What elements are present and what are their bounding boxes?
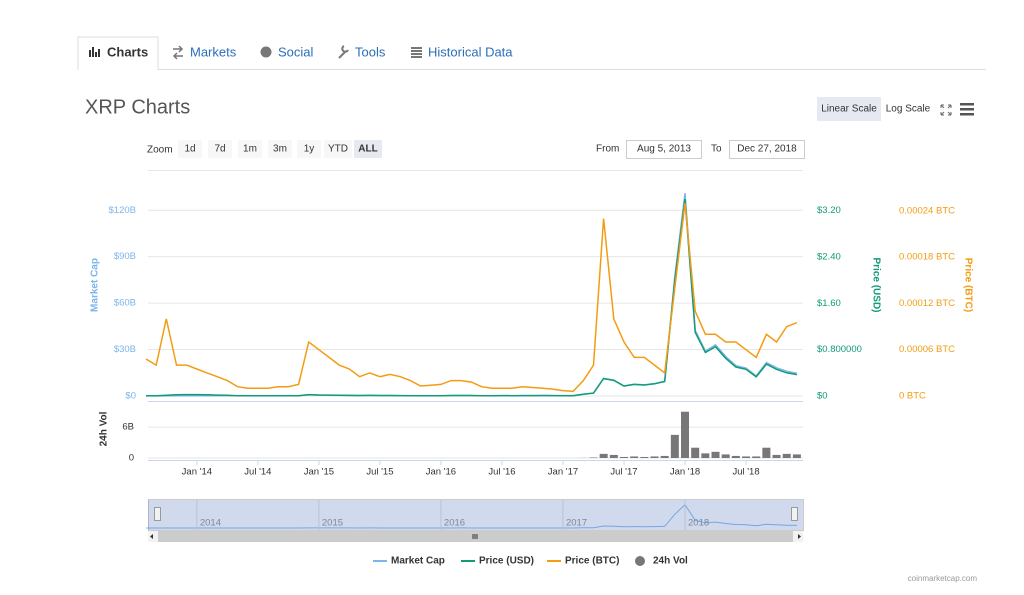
y3-tick-label: 0 BTC bbox=[899, 391, 926, 402]
y2-tick-label: $1.60 bbox=[817, 298, 841, 309]
zoom-button[interactable]: 3m bbox=[273, 144, 287, 155]
legend-label[interactable]: Price (USD) bbox=[479, 556, 534, 567]
y-tick-label: $90B bbox=[114, 251, 136, 262]
legend-symbol bbox=[635, 556, 645, 566]
legend-label[interactable]: Market Cap bbox=[391, 556, 445, 567]
markets-icon bbox=[173, 46, 183, 59]
tab[interactable]: Social bbox=[278, 44, 314, 59]
y3-tick-label: 0.00012 BTC bbox=[899, 298, 955, 309]
y-axis-title: Market Cap bbox=[90, 258, 101, 312]
y-tick-label: $120B bbox=[109, 205, 136, 216]
vol-axis-title: 24h Vol bbox=[99, 411, 110, 446]
volume-bar bbox=[783, 454, 791, 458]
volume-bar bbox=[620, 457, 628, 458]
volume-bar bbox=[681, 412, 689, 458]
page-title: XRP Charts bbox=[85, 96, 190, 118]
tab[interactable]: Markets bbox=[190, 44, 237, 59]
zoom-button[interactable]: 1m bbox=[243, 144, 257, 155]
volume-bar bbox=[752, 456, 760, 458]
volume-bar bbox=[610, 455, 618, 458]
y2-tick-label: $2.40 bbox=[817, 251, 841, 262]
credit: coinmarketcap.com bbox=[908, 574, 978, 583]
x-tick-label: Jul '16 bbox=[488, 467, 515, 478]
to-date: Dec 27, 2018 bbox=[737, 144, 797, 155]
price-line bbox=[146, 199, 797, 396]
y2-tick-label: $3.20 bbox=[817, 205, 841, 216]
volume-bar bbox=[712, 452, 720, 458]
price-chart: $0 $30B $60B $90B $120B Market Cap $0 $0.800000… bbox=[90, 193, 974, 477]
tools-icon bbox=[339, 46, 348, 58]
legend: Market Cap Price (USD) Price (BTC) 24h Vol bbox=[373, 556, 688, 567]
volume-bar bbox=[640, 457, 648, 458]
volume-bar bbox=[742, 456, 750, 458]
x-tick-label: Jan '15 bbox=[304, 467, 334, 478]
scale-button[interactable]: Linear Scale bbox=[821, 104, 877, 115]
y3-tick-label: 0.00018 BTC bbox=[899, 252, 955, 263]
y2-axis-title: Price (USD) bbox=[870, 257, 881, 312]
zoom-buttons: 1d 7d 1m 3m 1y YTD ALL bbox=[178, 140, 382, 158]
y-tick-label: $60B bbox=[114, 298, 136, 309]
x-tick-label: Jan '16 bbox=[426, 467, 456, 478]
vol-tick-label: 6B bbox=[122, 422, 134, 433]
volume-bar bbox=[722, 454, 730, 458]
zoom-button[interactable]: ALL bbox=[358, 144, 377, 155]
social-icon bbox=[261, 47, 272, 58]
x-tick-label: Jul '15 bbox=[366, 467, 393, 478]
zoom-button[interactable]: 1y bbox=[304, 144, 315, 155]
legend-label[interactable]: Price (BTC) bbox=[565, 556, 619, 567]
x-tick-label: Jul '17 bbox=[610, 467, 637, 478]
x-tick-label: Jan '17 bbox=[548, 467, 578, 478]
vol-tick-label: 0 bbox=[129, 453, 134, 464]
volume-bar bbox=[701, 453, 709, 458]
volume-bar bbox=[589, 457, 597, 458]
x-tick-label: Jul '18 bbox=[732, 467, 759, 478]
navigator-handle[interactable] bbox=[792, 508, 798, 521]
from-date: Aug 5, 2013 bbox=[637, 144, 691, 155]
fullscreen-icon[interactable] bbox=[941, 105, 951, 115]
y2-tick-label: $0.800000 bbox=[817, 344, 862, 355]
volume-bar bbox=[630, 456, 638, 458]
volume-bar bbox=[762, 448, 770, 458]
menu-icon[interactable] bbox=[960, 103, 974, 116]
volume-bar bbox=[661, 456, 669, 458]
zoom-button[interactable]: 7d bbox=[214, 144, 225, 155]
tab[interactable]: Tools bbox=[355, 44, 386, 59]
volume-bar bbox=[671, 435, 679, 458]
navigator-handle[interactable] bbox=[155, 508, 161, 521]
tab[interactable]: Charts bbox=[107, 44, 148, 59]
x-tick-label: Jan '14 bbox=[182, 467, 212, 478]
navigator-selection[interactable] bbox=[148, 500, 803, 530]
zoom-button[interactable]: YTD bbox=[328, 144, 348, 155]
y-tick-label: $30B bbox=[114, 344, 136, 355]
from-label: From bbox=[596, 144, 619, 155]
zoom-button[interactable]: 1d bbox=[184, 144, 195, 155]
volume-bar bbox=[732, 456, 740, 458]
y3-tick-label: 0.00024 BTC bbox=[899, 205, 955, 216]
volume-bar bbox=[691, 448, 699, 458]
volume-bar bbox=[773, 455, 781, 458]
y3-axis-title: Price (BTC) bbox=[962, 258, 973, 312]
volume-bar bbox=[793, 454, 801, 458]
scale-button[interactable]: Log Scale bbox=[886, 104, 931, 115]
price-line bbox=[146, 193, 797, 396]
tab[interactable]: Historical Data bbox=[428, 44, 513, 59]
x-tick-label: Jul '14 bbox=[244, 467, 271, 478]
volume-bar bbox=[651, 456, 659, 458]
y2-tick-label: $0 bbox=[817, 391, 828, 402]
volume-bar bbox=[600, 454, 608, 458]
price-line bbox=[146, 203, 797, 391]
legend-label[interactable]: 24h Vol bbox=[653, 556, 688, 567]
y3-tick-label: 0.00006 BTC bbox=[899, 344, 955, 355]
y-tick-label: $0 bbox=[125, 391, 136, 402]
table-icon bbox=[411, 47, 422, 58]
zoom-label: Zoom bbox=[147, 145, 173, 156]
to-label: To bbox=[711, 144, 722, 155]
x-tick-label: Jan '18 bbox=[670, 467, 700, 478]
